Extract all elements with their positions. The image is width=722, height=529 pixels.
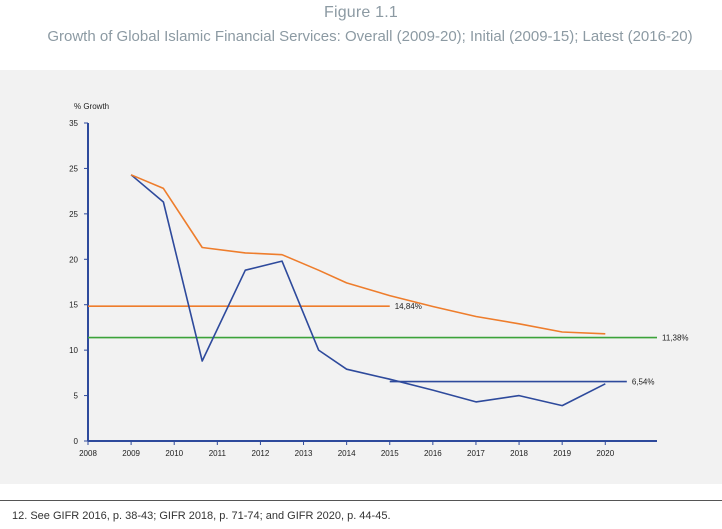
x-tick-label: 2010 [165,449,183,458]
reference-lines: 14,84% 11,38% 6,54% [88,302,689,387]
y-tick-label: 35 [69,119,78,128]
series-line [130,174,606,335]
x-tick-label: 2014 [338,449,356,458]
y-ticks: 0 5 10 15 20 25 25 35 [69,119,88,446]
x-tick-label: 2013 [295,449,313,458]
footnote: 12. See GIFR 2016, p. 38-43; GIFR 2018, … [12,510,391,522]
y-tick-label: 25 [69,210,78,219]
x-ticks: 2008 2009 2010 2011 2012 2013 2014 2015 2016 2017… [79,441,615,458]
y-axis-title: % Growth [74,102,109,111]
chart-title: Growth of Global Islamic Financial Servi… [47,28,693,45]
x-tick-label: 2008 [79,449,97,458]
y-tick-label: 0 [74,437,79,446]
x-tick-label: 2009 [122,449,140,458]
x-tick-label: 2016 [424,449,442,458]
y-tick-label: 5 [74,392,79,401]
series-lines [130,174,606,407]
y-tick-label: 20 [69,255,78,264]
line-chart: % Growth 0 5 10 15 20 25 25 35 2008 2009 2010 2011… [69,102,689,458]
x-tick-label: 2017 [467,449,485,458]
chart-panel: % Growth 0 5 10 15 20 25 25 35 2008 2009 2010 2011… [0,70,722,484]
figure-label: Figure 1.1 [323,4,399,21]
x-tick-label: 2011 [209,449,227,458]
y-tick-label: 25 [69,164,78,173]
x-tick-label: 2012 [252,449,270,458]
reference-line-label: 11,38% [662,334,689,343]
footnote-divider [0,500,722,501]
x-tick-label: 2020 [596,449,614,458]
axes: % Growth [74,102,657,442]
y-tick-label: 10 [69,346,78,355]
x-tick-label: 2015 [381,449,399,458]
x-tick-label: 2018 [510,449,528,458]
reference-line-label: 6,54% [632,378,655,387]
y-tick-label: 15 [69,301,78,310]
x-tick-label: 2019 [553,449,571,458]
series-line [130,174,606,407]
reference-line-label: 14,84% [395,302,422,311]
